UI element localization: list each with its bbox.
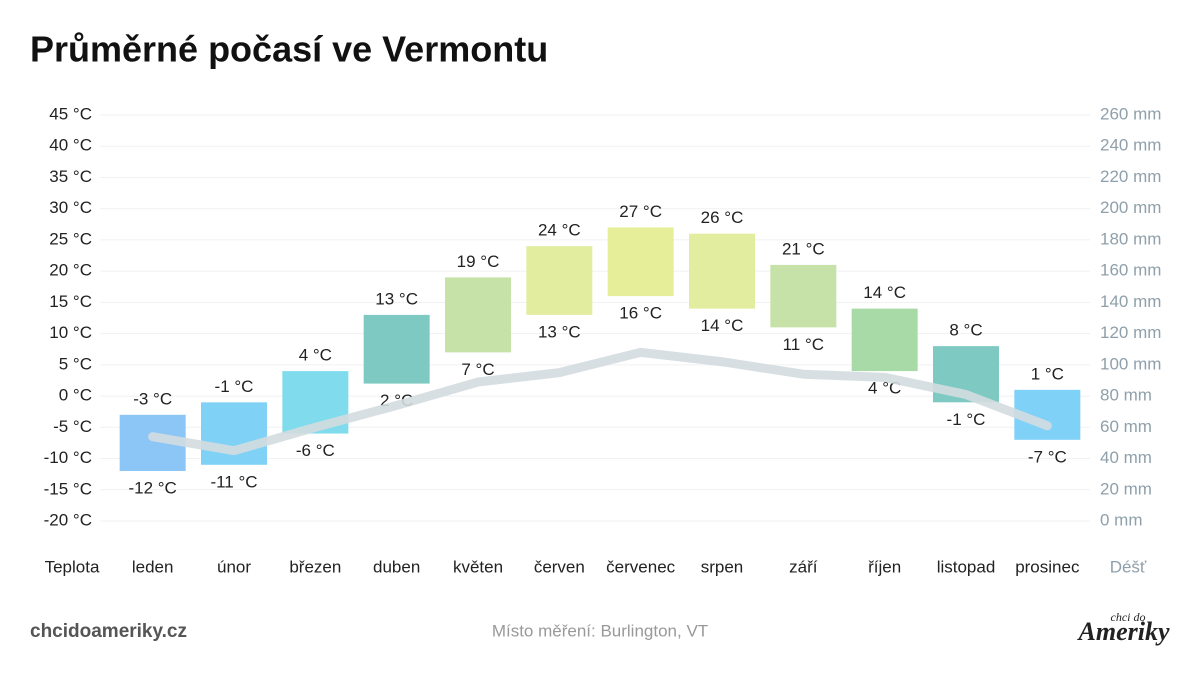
range-bar <box>770 264 837 328</box>
x-tick-label: únor <box>217 557 251 576</box>
low-label: -11 °C <box>210 472 257 491</box>
high-label: 21 °C <box>782 239 825 258</box>
low-label: -6 °C <box>296 441 335 460</box>
range-bar <box>607 227 674 297</box>
low-label: 7 °C <box>461 360 494 379</box>
footnote: Místo měření: Burlington, VT <box>492 621 708 640</box>
y2-tick-label: 140 mm <box>1100 292 1161 311</box>
low-label: -7 °C <box>1028 447 1067 466</box>
y-tick-label: 5 °C <box>59 354 92 373</box>
y-tick-label: -15 °C <box>44 479 92 498</box>
y-tick-label: 35 °C <box>49 167 92 186</box>
high-label: -1 °C <box>215 377 254 396</box>
range-bar <box>689 233 755 309</box>
range-bar <box>851 308 918 372</box>
low-label: 14 °C <box>701 316 744 335</box>
low-label: -1 °C <box>947 410 986 429</box>
x-tick-label: listopad <box>937 557 996 576</box>
x-tick-label: březen <box>289 557 341 576</box>
y-tick-label: 25 °C <box>49 229 92 248</box>
y2-tick-label: 60 mm <box>1100 417 1152 436</box>
high-label: 19 °C <box>457 252 500 271</box>
range-bar <box>526 246 593 315</box>
high-label: 14 °C <box>863 283 906 302</box>
range-bar <box>201 402 267 465</box>
rain-line <box>148 347 1052 456</box>
low-label: 11 °C <box>783 335 824 354</box>
y-tick-label: 0 °C <box>59 386 92 405</box>
high-label: 13 °C <box>375 289 418 308</box>
x-tick-label: září <box>789 557 818 576</box>
y2-axis-label: Déšť <box>1110 557 1147 576</box>
low-label: 13 °C <box>538 322 581 341</box>
site-name: chcidoameriky.cz <box>30 621 187 642</box>
y2-tick-label: 220 mm <box>1100 167 1161 186</box>
x-tick-label: květen <box>453 557 503 576</box>
x-tick-label: červen <box>534 557 585 576</box>
high-label: 24 °C <box>538 221 581 240</box>
y-tick-label: 30 °C <box>49 198 92 217</box>
y-tick-label: -5 °C <box>53 417 92 436</box>
y-tick-label: 20 °C <box>49 261 92 280</box>
high-label: 26 °C <box>701 208 744 227</box>
logo-main: Ameriky <box>1077 617 1170 646</box>
y-tick-label: -20 °C <box>44 510 92 529</box>
y2-tick-label: 40 mm <box>1100 448 1152 467</box>
high-label: -3 °C <box>133 389 172 408</box>
high-label: 27 °C <box>619 202 662 221</box>
x-axis-label: Teplota <box>45 557 100 576</box>
y2-tick-label: 80 mm <box>1100 386 1152 405</box>
y-tick-label: 40 °C <box>49 136 92 155</box>
x-tick-label: říjen <box>868 557 901 576</box>
high-label: 4 °C <box>299 346 332 365</box>
y2-tick-label: 200 mm <box>1100 198 1161 217</box>
y2-tick-label: 20 mm <box>1100 479 1152 498</box>
x-tick-label: červenec <box>606 557 675 576</box>
high-label: 1 °C <box>1031 364 1064 383</box>
y2-tick-label: 180 mm <box>1100 229 1161 248</box>
high-label: 8 °C <box>949 321 982 340</box>
x-tick-label: duben <box>373 557 420 576</box>
range-bar <box>363 314 430 384</box>
y2-tick-label: 260 mm <box>1100 104 1161 123</box>
y2-tick-label: 120 mm <box>1100 323 1161 342</box>
y-tick-label: 45 °C <box>49 104 92 123</box>
range-bar <box>445 277 511 353</box>
y2-tick-label: 240 mm <box>1100 136 1161 155</box>
x-tick-label: srpen <box>701 557 744 576</box>
x-tick-label: prosinec <box>1015 557 1080 576</box>
y2-tick-label: 100 mm <box>1100 354 1161 373</box>
y2-tick-label: 0 mm <box>1100 510 1143 529</box>
low-label: 16 °C <box>619 304 662 323</box>
logo-top: chci do <box>1111 610 1146 624</box>
y-tick-label: -10 °C <box>44 448 92 467</box>
y-tick-label: 10 °C <box>49 323 92 342</box>
chart-title: Průměrné počasí ve Vermontu <box>30 29 548 70</box>
y2-tick-label: 160 mm <box>1100 261 1161 280</box>
low-label: -12 °C <box>128 479 176 498</box>
y-tick-label: 15 °C <box>49 292 92 311</box>
x-tick-label: leden <box>132 557 174 576</box>
